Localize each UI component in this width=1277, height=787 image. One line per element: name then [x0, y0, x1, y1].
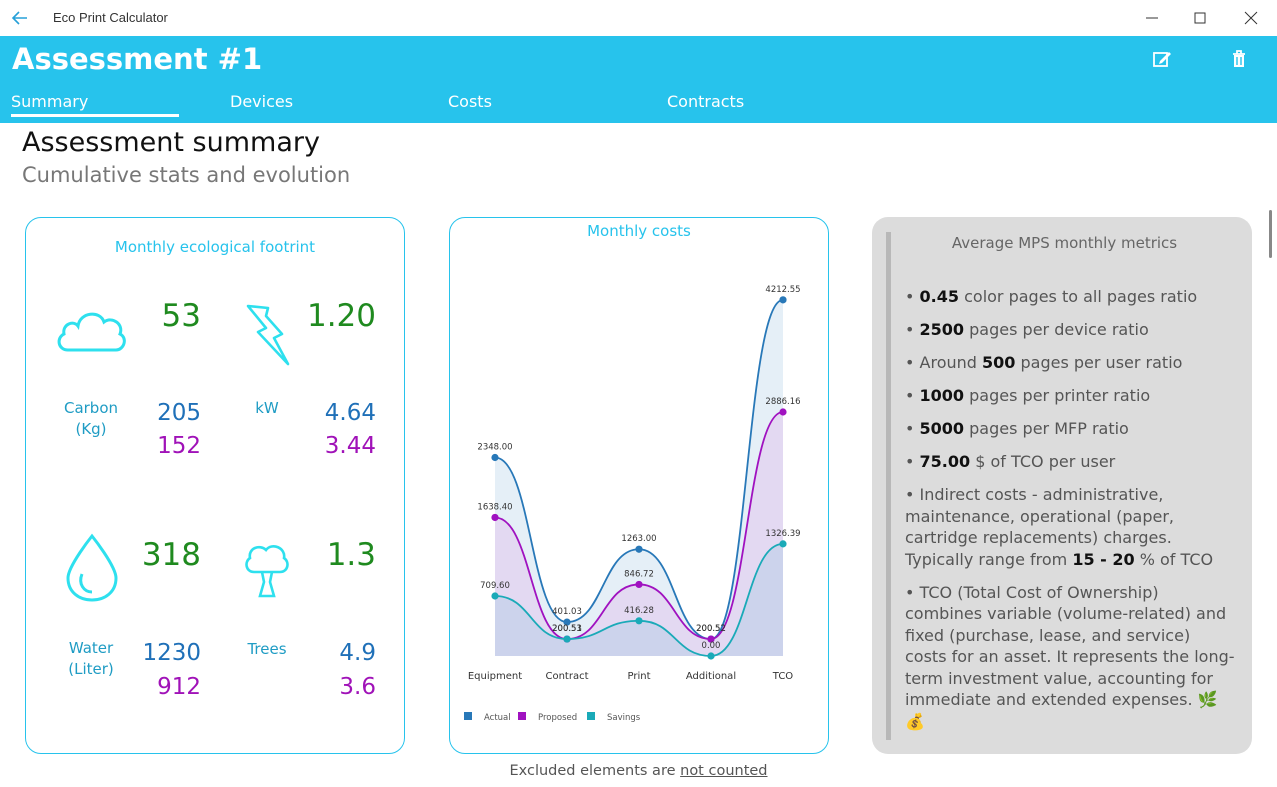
point-savings	[779, 540, 787, 548]
tab-devices[interactable]: Devices	[230, 92, 294, 111]
data-label: 416.28	[624, 606, 654, 616]
line-proposed	[494, 411, 784, 640]
trees-actual: 4.9	[339, 640, 376, 666]
tab-summary[interactable]: Summary	[11, 92, 179, 117]
maximize-icon[interactable]	[1188, 6, 1212, 30]
legend-swatch-actual	[464, 712, 472, 720]
point-proposed	[707, 635, 715, 643]
monthly-costs-card: Monthly costs 2348.00 401.03 1263.00 200.52…	[449, 217, 829, 754]
data-label: 2886.16	[765, 397, 800, 407]
point-actual	[635, 545, 643, 553]
minimize-icon[interactable]	[1140, 6, 1164, 30]
data-label: 401.03	[552, 607, 582, 617]
eco-card-title: Monthly ecological footrint	[114, 238, 316, 256]
data-label: 200.53	[552, 624, 582, 634]
x-tick-label: TCO	[772, 671, 794, 682]
legend-label-savings: Savings	[607, 713, 641, 723]
metrics-list: • 0.45 color pages to all pages ratio • …	[905, 286, 1235, 744]
legend-swatch-proposed	[518, 712, 526, 720]
metric-tco-per-user: • 75.00 $ of TCO per user	[905, 452, 1116, 471]
metrics-title: Average MPS monthly metrics	[951, 234, 1178, 252]
monthly-costs-chart: 2348.00 401.03 1263.00 200.52 4212.55 1638.40…	[464, 285, 801, 723]
edit-icon[interactable]	[1151, 48, 1173, 70]
point-savings	[563, 635, 571, 643]
kw-label: kW	[255, 399, 279, 417]
point-savings	[635, 617, 643, 625]
scrollbar-thumb[interactable]	[1269, 210, 1272, 258]
tab-contracts[interactable]: Contracts	[667, 92, 745, 111]
data-label: 846.72	[624, 569, 654, 579]
trees-proposed: 3.6	[339, 674, 376, 700]
legend-label-actual: Actual	[484, 713, 511, 723]
cloud-icon	[57, 312, 126, 352]
tree-icon	[245, 545, 289, 598]
water-proposed: 912	[157, 674, 201, 700]
ecological-footprint-card: Monthly ecological footrint 53 Carbon (K…	[25, 217, 405, 754]
lightning-icon	[246, 304, 290, 366]
point-savings	[707, 652, 715, 660]
x-tick-label: Contract	[545, 671, 588, 682]
point-actual	[491, 453, 499, 462]
water-drop-icon	[66, 533, 118, 602]
point-actual	[563, 618, 571, 626]
line-savings	[494, 542, 784, 657]
tab-costs[interactable]: Costs	[448, 92, 492, 111]
carbon-label: Carbon (Kg)	[63, 399, 119, 438]
carbon-total: 53	[161, 298, 201, 334]
data-label: 1263.00	[621, 534, 656, 544]
point-actual	[779, 296, 787, 304]
legend-swatch-savings	[587, 712, 595, 720]
metric-indirect-costs: • Indirect costs - administrative, maint…	[905, 485, 1214, 569]
not-counted-link[interactable]: not counted	[680, 763, 768, 779]
header-bar: Assessment #1 Summary Devices Costs Cont…	[0, 36, 1277, 123]
trees-total: 1.3	[326, 537, 376, 573]
point-proposed	[779, 408, 787, 416]
point-proposed	[635, 580, 643, 589]
metric-tco-definition: • TCO (Total Cost of Ownership) combines…	[905, 582, 1235, 731]
data-label: 2348.00	[477, 442, 512, 452]
water-total: 318	[141, 537, 201, 573]
kw-total: 1.20	[306, 298, 376, 334]
data-label: 0.00	[702, 641, 721, 651]
page-title: Assessment summary	[22, 127, 320, 158]
metric-printer-ratio: • 1000 pages per printer ratio	[905, 386, 1151, 405]
chart-title: Monthly costs	[587, 222, 691, 240]
page-subtitle: Cumulative stats and evolution	[22, 163, 351, 187]
app-title: Eco Print Calculator	[53, 10, 168, 25]
metric-color-ratio: • 0.45 color pages to all pages ratio	[905, 287, 1198, 306]
trees-label: Trees	[247, 640, 287, 658]
kw-actual: 4.64	[324, 400, 376, 426]
metric-user-ratio: • Around 500 pages per user ratio	[905, 353, 1183, 372]
title-bar: Eco Print Calculator	[0, 0, 1277, 36]
x-tick-label: Additional	[686, 671, 736, 682]
kw-proposed: 3.44	[324, 433, 376, 459]
mps-metrics-card: Average MPS monthly metrics • 0.45 color…	[872, 217, 1252, 754]
data-label: 4212.55	[765, 285, 800, 295]
x-tick-label: Equipment	[468, 671, 522, 682]
close-icon[interactable]	[1239, 6, 1263, 30]
x-tick-label: Print	[627, 671, 650, 682]
area-savings	[495, 543, 783, 656]
metric-mfp-ratio: • 5000 pages per MFP ratio	[905, 419, 1129, 438]
data-label: 200.52	[696, 624, 726, 634]
metric-device-ratio: • 2500 pages per device ratio	[905, 320, 1149, 339]
footer-note: Excluded elements are not counted	[509, 763, 768, 779]
data-label: 709.60	[480, 581, 510, 591]
line-actual	[494, 298, 784, 640]
carbon-actual: 205	[157, 400, 201, 426]
water-actual: 1230	[142, 640, 201, 666]
back-arrow-icon[interactable]	[10, 8, 30, 28]
point-proposed	[491, 513, 499, 522]
data-label: 1326.39	[765, 529, 800, 539]
legend-label-proposed: Proposed	[538, 713, 577, 723]
data-label: 200.51	[552, 624, 582, 634]
delete-icon[interactable]	[1228, 48, 1250, 70]
metrics-accent-bar	[886, 232, 891, 740]
data-label: 1638.40	[477, 502, 512, 512]
assessment-title: Assessment #1	[12, 42, 263, 76]
water-label: Water (Liter)	[68, 639, 114, 678]
point-savings	[491, 592, 499, 600]
carbon-proposed: 152	[157, 433, 201, 459]
data-label: 200.52	[696, 624, 726, 634]
